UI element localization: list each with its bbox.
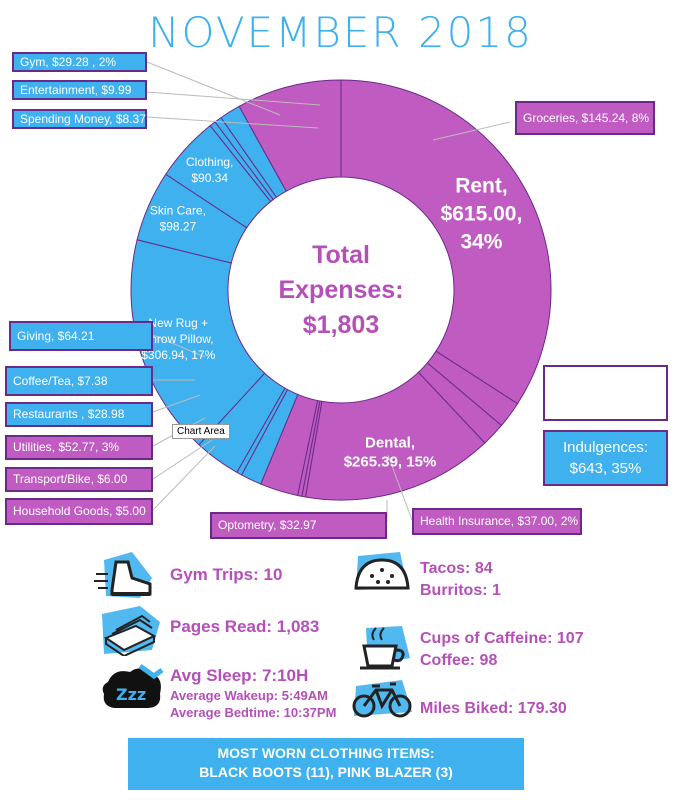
most-worn-clothing-banner: MOST WORN CLOTHING ITEMS: BLACK BOOTS (1… bbox=[128, 738, 524, 790]
leader-line-transport bbox=[152, 439, 213, 480]
slice-label-line: $615.00, bbox=[441, 202, 523, 225]
slice-groceries bbox=[238, 79, 342, 192]
essentials-box: Essentials, $1,159, 64% bbox=[543, 365, 668, 421]
slice-new-rug-throw-pillow bbox=[130, 239, 266, 446]
essentials-label: Essentials, bbox=[561, 373, 650, 392]
leader-line-groceries bbox=[432, 121, 511, 141]
label-coffee-tea: Coffee/Tea, $7.38 bbox=[5, 366, 153, 396]
miles-biked-stat: Miles Biked: 179.30 bbox=[420, 698, 567, 720]
slice-dental bbox=[304, 371, 486, 501]
slice-label-line: Clothing, bbox=[186, 155, 233, 169]
center-text-line-2: Expenses: bbox=[278, 276, 403, 304]
gym-trips-text: Gym Trips: 10 bbox=[170, 565, 283, 584]
leader-line-household bbox=[152, 445, 216, 511]
average-bedtime-text: Average Bedtime: 10:37PM bbox=[170, 705, 337, 720]
label-household-goods: Household Goods, $5.00 bbox=[5, 498, 153, 525]
label-spending-money: Spending Money, $8.37 bbox=[12, 109, 147, 129]
slice-label-new-rug-throw-pillow: New Rug + Throw Pillow, $306.94, 17% bbox=[141, 316, 215, 362]
leader-line-spending bbox=[146, 116, 319, 129]
label-groceries: Groceries, $145.24, 8% bbox=[515, 101, 655, 135]
slice-label-line: $98.27 bbox=[160, 220, 197, 234]
leader-line-gym bbox=[146, 61, 281, 116]
bicycle-icon bbox=[352, 680, 412, 718]
sleep-zzz-icon: Zzz bbox=[102, 663, 164, 708]
svg-text:Zzz: Zzz bbox=[116, 685, 146, 704]
indulgences-box: Indulgences: $643, 35% bbox=[543, 430, 668, 486]
cups-of-caffeine-text: Cups of Caffeine: 107 bbox=[420, 630, 584, 647]
slice-label-dental: Dental, $265.39, 15% bbox=[344, 434, 437, 470]
coffee-count-text: Coffee: 98 bbox=[420, 652, 498, 669]
slice-label-rent: Rent, $615.00, 34% bbox=[441, 174, 523, 253]
indulgences-label: Indulgences: bbox=[562, 439, 649, 456]
slice-rent bbox=[340, 79, 552, 405]
tacos-text: Tacos: 84 bbox=[420, 560, 493, 577]
average-wakeup-text: Average Wakeup: 5:49AM bbox=[170, 688, 328, 703]
label-restaurants: Restaurants , $28.98 bbox=[5, 402, 153, 427]
slice-label-skin-care: Skin Care, $98.27 bbox=[150, 204, 206, 234]
leader-line-restaurants bbox=[152, 394, 201, 413]
slice-label-line: $306.94, 17% bbox=[141, 348, 215, 362]
center-text-line-3: $1,803 bbox=[303, 311, 379, 339]
slice-label-line: Skin Care, bbox=[150, 204, 206, 218]
label-utilities: Utilities, $52.77, 3% bbox=[5, 435, 153, 460]
leader-line-giving bbox=[152, 334, 206, 358]
slice-label-line: New Rug + bbox=[148, 316, 208, 330]
chart-area-tooltip: Chart Area bbox=[172, 424, 230, 439]
page-title: NOVEMBER 2018 bbox=[148, 8, 533, 57]
essentials-value: $1,159, 64% bbox=[557, 394, 654, 413]
label-optometry: Optometry, $32.97 bbox=[210, 512, 387, 539]
caffeine-stat: Cups of Caffeine: 107 Coffee: 98 bbox=[420, 628, 584, 672]
miles-biked-text: Miles Biked: 179.30 bbox=[420, 700, 567, 717]
label-giving: Giving, $64.21 bbox=[9, 321, 153, 351]
slice-label-line: Dental, bbox=[365, 434, 415, 451]
taco-icon bbox=[354, 552, 410, 590]
footer-items: BLACK BOOTS (11), PINK BLAZER (3) bbox=[199, 764, 453, 780]
food-stat: Tacos: 84 Burritos: 1 bbox=[420, 558, 501, 602]
sleep-stat: Avg Sleep: 7:10H Average Wakeup: 5:49AM … bbox=[170, 665, 336, 721]
pages-read-text: Pages Read: 1,083 bbox=[170, 617, 320, 636]
label-health-insurance: Health Insurance, $37.00, 2% bbox=[412, 508, 582, 535]
avg-sleep-text: Avg Sleep: 7:10H bbox=[170, 666, 309, 685]
burritos-text: Burritos: 1 bbox=[420, 582, 501, 599]
label-gym: Gym, $29.28 , 2% bbox=[12, 52, 147, 72]
pages-read-stat: Pages Read: 1,083 bbox=[170, 616, 319, 638]
slice-label-clothing: Clothing, $90.34 bbox=[186, 155, 233, 185]
label-entertainment: Entertainment, $9.99 bbox=[12, 80, 147, 100]
indulgences-value: $643, 35% bbox=[569, 460, 642, 477]
slice-label-line: 34% bbox=[460, 230, 502, 253]
center-text-line-1: Total bbox=[312, 241, 370, 269]
leader-line-entertainment bbox=[146, 91, 321, 106]
shoe-icon bbox=[94, 552, 152, 598]
coffee-cup-icon bbox=[360, 626, 410, 670]
gym-trips-stat: Gym Trips: 10 bbox=[170, 564, 282, 586]
books-icon bbox=[102, 606, 160, 656]
slice-label-line: Throw Pillow, bbox=[143, 332, 214, 346]
label-transport-bike: Transport/Bike, $6.00 bbox=[5, 467, 153, 492]
slice-label-line: $265.39, 15% bbox=[344, 453, 437, 470]
leader-line-health bbox=[387, 454, 413, 521]
slice-label-line: $90.34 bbox=[191, 171, 228, 185]
slice-label-line: Rent, bbox=[455, 174, 508, 197]
footer-heading: MOST WORN CLOTHING ITEMS: bbox=[217, 745, 435, 761]
